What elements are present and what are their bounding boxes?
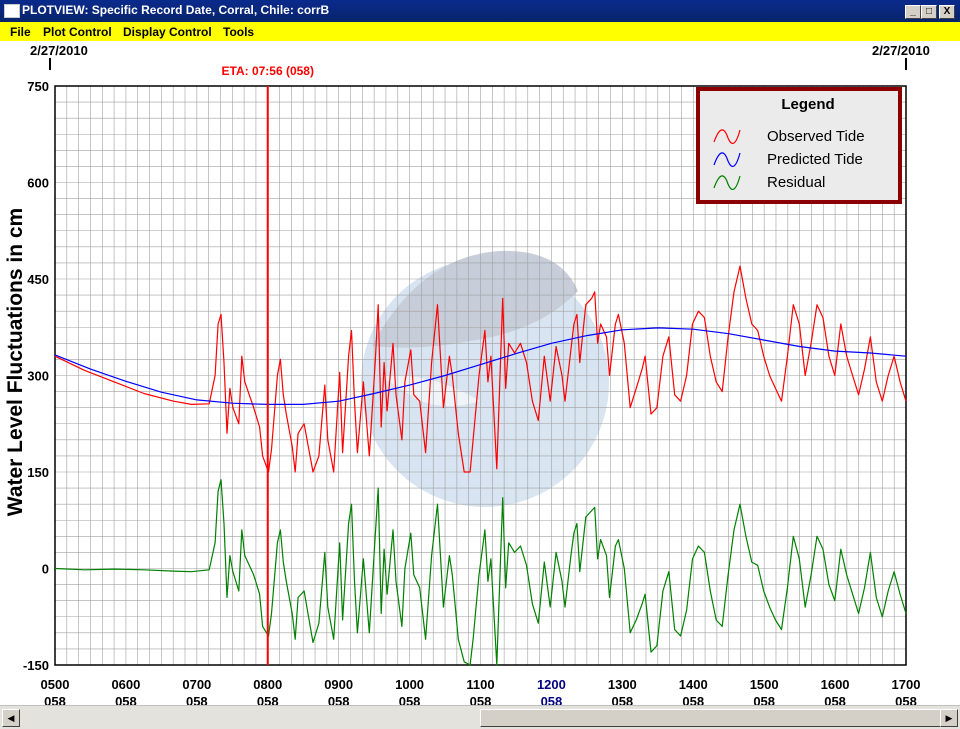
scroll-thumb[interactable] <box>480 709 942 727</box>
x-tick-label-day: 058 <box>399 694 421 705</box>
x-tick-label-day: 058 <box>44 694 66 705</box>
legend-entry: Observed Tide <box>767 128 865 145</box>
x-tick-label-time: 0800 <box>253 677 282 692</box>
x-tick-label-day: 058 <box>257 694 279 705</box>
menu-bar: File Plot Control Display Control Tools <box>0 22 960 41</box>
y-tick-label: 450 <box>27 272 49 287</box>
observed-tide-line <box>54 265 907 473</box>
legend-title: Legend <box>781 96 834 113</box>
x-tick-label-day: 058 <box>541 694 563 705</box>
legend-entry: Predicted Tide <box>767 151 863 168</box>
close-button[interactable]: X <box>939 5 955 19</box>
x-tick-label-time: 0700 <box>182 677 211 692</box>
maximize-button[interactable]: □ <box>921 5 937 19</box>
horizontal-scrollbar[interactable]: ◀ ▶ <box>0 705 960 729</box>
x-tick-label-time: 1600 <box>821 677 850 692</box>
x-tick-label-time: 1100 <box>466 677 494 692</box>
x-tick-label-time: 1000 <box>395 677 424 692</box>
x-tick-label-day: 058 <box>753 694 775 705</box>
x-tick-label-day: 058 <box>115 694 137 705</box>
chart-series <box>54 265 907 666</box>
legend-swatch <box>713 129 741 145</box>
noaa-watermark <box>361 250 609 507</box>
chart-tick-labels: -150 0 150 300 450 600 750 0500 058 0600 058 0700 05… <box>23 79 920 705</box>
y-axis-label: Water Level Fluctuations in cm <box>4 208 27 516</box>
predicted-tide-line <box>54 327 907 405</box>
x-tick-label-day: 058 <box>824 694 846 705</box>
scroll-left-arrow-icon[interactable]: ◀ <box>2 709 20 727</box>
x-tick-label-time: 1400 <box>679 677 708 692</box>
legend-swatch <box>713 175 741 191</box>
date-right-label: 2/27/2010 <box>872 43 930 58</box>
eta-label: ETA: 07:56 (058) <box>222 64 314 78</box>
x-tick-label-time: 1700 <box>892 677 921 692</box>
x-tick-label-day: 058 <box>328 694 350 705</box>
minimize-button[interactable]: _ <box>905 5 921 19</box>
chart-legend: Legend Observed Tide Predicted Tide Residua… <box>696 87 902 204</box>
title-bar: PLOTVIEW: Specific Record Date, Corral, … <box>0 0 960 22</box>
tide-chart: -150 0 150 300 450 600 750 0500 058 0600 058 0700 05… <box>4 43 930 705</box>
legend-swatch <box>713 152 741 168</box>
y-tick-label: 750 <box>27 79 49 94</box>
y-tick-label: -150 <box>23 658 49 673</box>
x-tick-label-day: 058 <box>186 694 208 705</box>
x-tick-label-day: 058 <box>470 694 492 705</box>
x-tick-label-day: 058 <box>682 694 704 705</box>
plot-frame <box>54 85 907 666</box>
residual-line <box>54 479 907 666</box>
date-left-label: 2/27/2010 <box>30 43 88 58</box>
y-tick-label: 600 <box>27 176 49 191</box>
x-tick-label-time: 1200 <box>537 677 566 692</box>
app-icon <box>4 4 20 18</box>
x-tick-label-day: 058 <box>611 694 633 705</box>
scroll-right-arrow-icon[interactable]: ▶ <box>940 709 958 727</box>
menu-display-control[interactable]: Display Control <box>123 25 212 39</box>
x-tick-label-time: 1300 <box>608 677 637 692</box>
menu-tools[interactable]: Tools <box>223 25 255 39</box>
x-tick-label-time: 0900 <box>324 677 353 692</box>
legend-box <box>696 87 902 204</box>
y-tick-label: 150 <box>27 465 49 480</box>
x-tick-label-day: 058 <box>895 694 917 705</box>
menu-plot-control[interactable]: Plot Control <box>43 25 112 39</box>
y-tick-label: 0 <box>42 562 49 577</box>
window-title: PLOTVIEW: Specific Record Date, Corral, … <box>22 3 330 17</box>
menu-file[interactable]: File <box>10 25 31 39</box>
chart-axes <box>54 85 907 666</box>
y-tick-label: 300 <box>27 369 49 384</box>
x-tick-label-time: 0500 <box>41 677 70 692</box>
x-tick-label-time: 0600 <box>111 677 140 692</box>
x-tick-label-time: 1500 <box>750 677 779 692</box>
legend-entry: Residual <box>767 174 825 191</box>
